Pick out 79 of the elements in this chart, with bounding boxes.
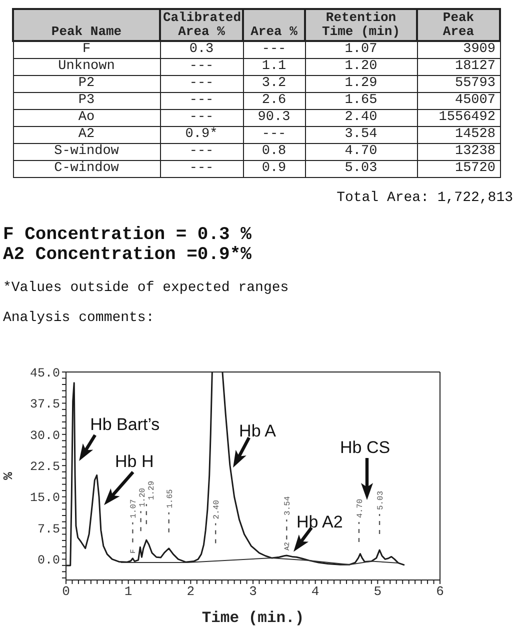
text: 18127 xyxy=(454,59,496,74)
text: Unknown xyxy=(58,59,115,74)
x-tick-label: 6 xyxy=(436,584,444,600)
text: --- xyxy=(189,110,214,125)
category-label: Area % xyxy=(243,9,305,41)
annotation: Hb CS xyxy=(340,438,390,457)
text: --- xyxy=(262,42,286,57)
text: Ao xyxy=(78,110,95,125)
text: F Concentration = 0.3 % xyxy=(3,225,252,246)
ref-line-label: 1.20 xyxy=(138,488,148,508)
text: 90.3 xyxy=(258,110,290,125)
text: 1.20 xyxy=(344,59,378,74)
text: 0.9* xyxy=(185,127,218,142)
text: --- xyxy=(189,59,214,74)
text: P3 xyxy=(78,93,95,108)
y-tick-label: 30.0 xyxy=(30,428,60,443)
y-tick-label: 7.5 xyxy=(37,522,60,536)
text: A2 Concentration =0.9*% xyxy=(3,245,252,267)
annotation: Hb H xyxy=(115,452,154,472)
text: --- xyxy=(189,93,214,108)
ref-line-label: 5.03 xyxy=(376,490,386,510)
text: 1.65 xyxy=(344,93,378,108)
text: 0.8 xyxy=(262,144,286,159)
text: 0.3 xyxy=(189,42,214,57)
y-tick-label: 15.0 xyxy=(30,491,60,506)
x-tick-label: 0 xyxy=(62,584,70,600)
ref-line-label: 2.40 xyxy=(212,500,222,520)
text: 1.1 xyxy=(262,59,286,74)
text: 3.2 xyxy=(262,76,286,91)
text: 1.07 xyxy=(344,42,378,57)
category-label: Peak Name xyxy=(13,9,160,41)
text: 2.40 xyxy=(344,110,378,125)
category-label: Calibrated Area % xyxy=(160,9,243,41)
y-tick-label: 0.0 xyxy=(37,554,60,568)
text: 15720 xyxy=(454,161,496,176)
y-tick-label: 22.5 xyxy=(30,460,60,474)
text: --- xyxy=(189,76,214,91)
text: 3.54 xyxy=(344,127,378,142)
text: 55793 xyxy=(454,76,496,91)
text: 1.29 xyxy=(344,76,378,91)
y-tick-label: 45.0 xyxy=(30,366,60,380)
x-axis-title: Time (min.) xyxy=(202,609,304,626)
category-label: Peak Area xyxy=(417,9,500,41)
text: 2.6 xyxy=(262,93,286,108)
annotation: Hb A xyxy=(239,422,277,441)
text: Analysis comments: xyxy=(3,310,154,327)
ref-line-label: 3.54 xyxy=(284,496,293,516)
x-tick-label: 2 xyxy=(186,584,195,600)
text: --- xyxy=(189,144,214,159)
text: 4.70 xyxy=(344,144,378,159)
text: C-window xyxy=(54,161,119,176)
ref-line-label: 1.29 xyxy=(148,480,157,500)
text: 14528 xyxy=(454,127,496,142)
category-label: Retention Time (min) xyxy=(305,9,417,41)
x-tick-label: 3 xyxy=(249,584,257,600)
annotation: Hb A2 xyxy=(296,512,343,532)
x-tick-label: 5 xyxy=(374,584,382,600)
text: A2 xyxy=(78,127,95,142)
text: 13238 xyxy=(454,144,496,159)
text: *Values outside of expected ranges xyxy=(3,280,289,297)
text: 0.9 xyxy=(262,161,286,176)
text: 3909 xyxy=(463,42,496,57)
text: --- xyxy=(262,127,286,142)
text: 45007 xyxy=(454,93,496,108)
text: --- xyxy=(189,161,214,176)
text: Total Area: 1,722,813 xyxy=(336,190,513,207)
ref-line-label: 4.70 xyxy=(356,498,365,518)
y-axis-title: % xyxy=(1,472,16,480)
text: 5.03 xyxy=(344,161,378,176)
x-tick-label: 4 xyxy=(311,584,320,600)
y-tick-label: 37.5 xyxy=(30,398,60,412)
ref-line-label: 1.07 xyxy=(130,498,139,518)
text: S-window xyxy=(54,144,119,159)
x-tick-label: 1 xyxy=(124,584,132,600)
text: F xyxy=(82,42,91,57)
ref-line-label: 1.65 xyxy=(166,488,175,508)
annotation: Hb Bart’s xyxy=(90,415,160,434)
text: P2 xyxy=(78,76,95,91)
text: 1556492 xyxy=(438,110,496,125)
